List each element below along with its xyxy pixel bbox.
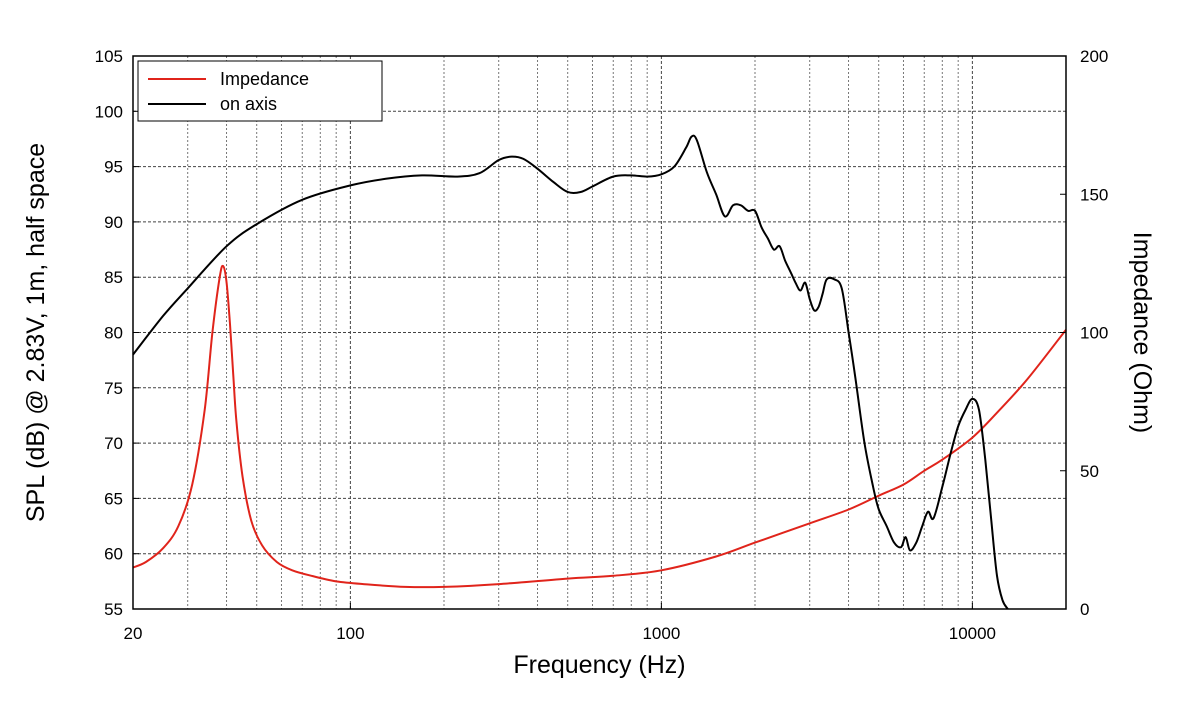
y-tick-label: 75 [104,379,123,398]
y2-tick-label: 150 [1080,185,1108,204]
y-tick-label: 60 [104,545,123,564]
y2-tick-label: 100 [1080,324,1108,343]
y2-tick-label: 50 [1080,462,1099,481]
y-tick-label: 55 [104,600,123,619]
x-tick-label: 100 [336,624,364,643]
x-tick-label: 1000 [642,624,680,643]
y-tick-label: 100 [95,102,123,121]
y-tick-label: 80 [104,324,123,343]
y-tick-label: 95 [104,158,123,177]
y2-axis-title: Impedance (Ohm) [1128,232,1156,433]
series-line-impedance [132,264,1067,589]
x-tick-label: 20 [124,624,143,643]
y-tick-label: 90 [104,213,123,232]
y-tick-label: 70 [104,434,123,453]
legend: Impedance on axis [137,60,383,122]
legend-box [137,60,383,122]
y-tick-label: 65 [104,489,123,508]
x-tick-label: 10000 [949,624,996,643]
series-line-on-axis [132,134,1009,610]
tick-marks [132,55,1066,610]
major-grid [133,56,1066,609]
legend-label-on-axis: on axis [220,94,277,114]
y-tick-label: 105 [95,47,123,66]
y2-tick-label: 0 [1080,600,1089,619]
series-layer [132,134,1067,610]
y2-tick-label: 200 [1080,47,1108,66]
x-axis-title: Frequency (Hz) [513,651,685,679]
y-axis-title: SPL (dB) @ 2.83V, 1m, half space [22,143,50,522]
y-tick-label: 85 [104,268,123,287]
legend-label-impedance: Impedance [220,69,309,89]
